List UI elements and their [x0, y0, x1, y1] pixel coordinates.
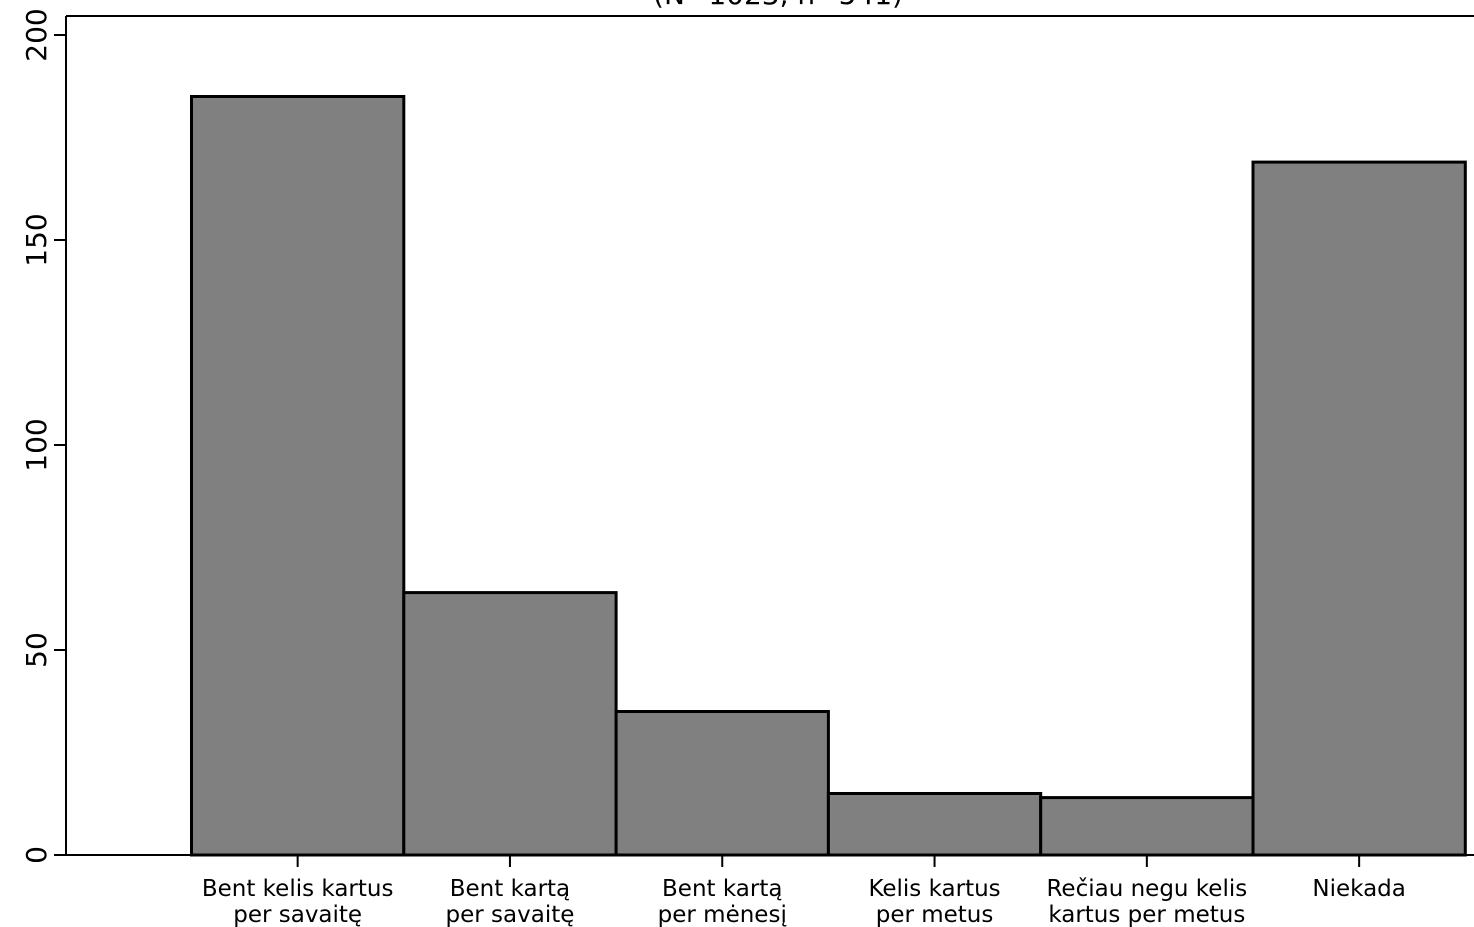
x-tick-label: Bent kartą [450, 876, 570, 902]
x-tick-label: kartus per metus [1048, 902, 1245, 927]
bar-2 [402, 591, 618, 857]
x-tick-label: per savaitę [233, 902, 362, 927]
y-tick-label: 200 [20, 8, 53, 61]
bar-4 [826, 792, 1043, 857]
chart-title: (N=1023, n=541) [653, 0, 903, 11]
y-tick-label: 50 [20, 632, 53, 668]
bars-group [190, 95, 1467, 857]
x-tick-label: per savaitę [446, 902, 575, 927]
bar-6 [1251, 160, 1467, 857]
x-tick-label: per metus [876, 902, 994, 927]
bar-1 [190, 95, 406, 857]
y-ticks-group: 0 50 100 150 200 [20, 8, 66, 864]
x-tick-label: per mėnesį [658, 902, 787, 927]
x-tick-label: Kelis kartus [868, 876, 1000, 902]
x-tick-label: Bent kartą [662, 876, 782, 902]
y-tick-label: 150 [20, 213, 53, 266]
y-tick-label: 100 [20, 418, 53, 471]
x-tick-label: Bent kelis kartus [202, 876, 394, 902]
x-tick-label: Niekada [1312, 876, 1405, 902]
y-tick-label: 0 [20, 846, 53, 864]
bar-3 [614, 710, 830, 857]
bar-5 [1039, 796, 1255, 857]
x-tick-label: Rečiau negu kelis [1046, 876, 1247, 902]
